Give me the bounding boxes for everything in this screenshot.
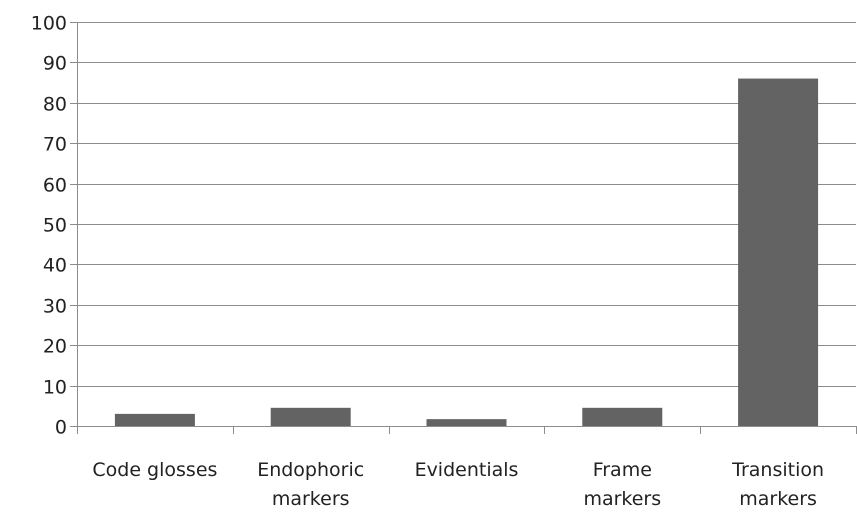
- bar-3: [582, 407, 663, 426]
- bar-2: [426, 419, 507, 426]
- x-tick-label: Code glosses: [92, 459, 217, 481]
- y-tick-label: 60: [43, 175, 67, 197]
- x-tick-label-line: Frame: [593, 459, 652, 481]
- bars: [114, 78, 819, 426]
- y-tick-label: 90: [43, 53, 67, 75]
- x-tick-label: Endophoric markers: [257, 459, 364, 510]
- gridlines: [77, 22, 856, 387]
- x-tick-label: Transition markers: [731, 459, 824, 510]
- bar-1: [270, 407, 351, 426]
- y-tick-label: 80: [43, 94, 67, 116]
- y-tick-label: 0: [55, 417, 67, 439]
- y-tick-label: 20: [43, 336, 67, 358]
- x-tick-label-line: markers: [583, 488, 661, 510]
- x-tick-label-line: Endophoric: [257, 459, 364, 481]
- y-tick-label: 100: [31, 13, 67, 35]
- bar-0: [114, 413, 195, 426]
- x-tick-label: Evidentials: [415, 459, 519, 481]
- x-tick-label-line: Transition: [731, 459, 824, 481]
- axes: [70, 22, 857, 434]
- y-tick-labels: 0 10 20 30 40 50 60 70 80 90 100: [31, 13, 67, 439]
- x-tick-labels: Code glosses Endophoric markers Evidentials…: [92, 459, 824, 510]
- y-tick-label: 70: [43, 134, 67, 156]
- x-tick-label-line: markers: [739, 488, 817, 510]
- y-tick-label: 50: [43, 215, 67, 237]
- x-tick-label-line: markers: [272, 488, 350, 510]
- x-tick-label-line: Code glosses: [92, 459, 217, 481]
- x-tick-label-line: Evidentials: [415, 459, 519, 481]
- x-tick-label: Frame markers: [583, 459, 661, 510]
- y-tick-label: 30: [43, 296, 67, 318]
- y-tick-label: 40: [43, 255, 67, 277]
- bar-4: [738, 78, 819, 426]
- y-tick-label: 10: [43, 377, 67, 399]
